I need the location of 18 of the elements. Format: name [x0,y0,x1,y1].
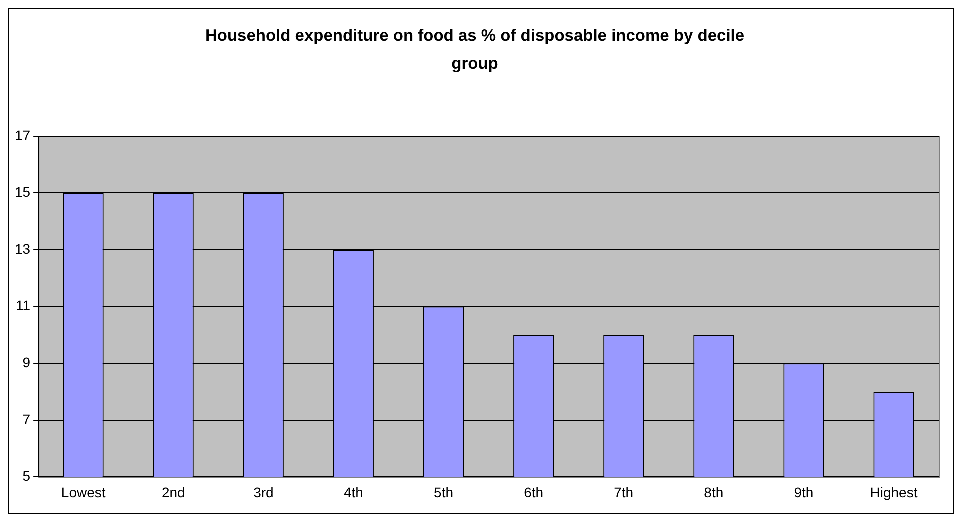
y-tick-label: 11 [16,298,31,314]
x-tick-label: 6th [524,484,544,500]
x-tick-label: Lowest [61,484,106,500]
chart-title: Household expenditure on food as % of disposable income by decile group [204,26,746,75]
y-tick-label: 7 [22,411,31,428]
x-tick-label: 9th [794,484,814,500]
y-tick-label: 15 [14,184,31,200]
x-tick-label: 2nd [162,484,186,500]
y-tick-label: 9 [22,354,31,370]
x-tick-label: 8th [704,484,724,500]
x-tick-label: Highest [870,484,918,500]
x-tick-label: 7th [614,484,634,500]
y-tick-label: 13 [14,240,31,257]
x-tick-label: 4th [344,484,364,500]
y-tick-label: 17 [14,127,31,144]
x-tick-label: 5th [434,484,454,500]
y-tick-label: 5 [22,468,31,484]
x-tick-label: 3rd [254,484,274,500]
